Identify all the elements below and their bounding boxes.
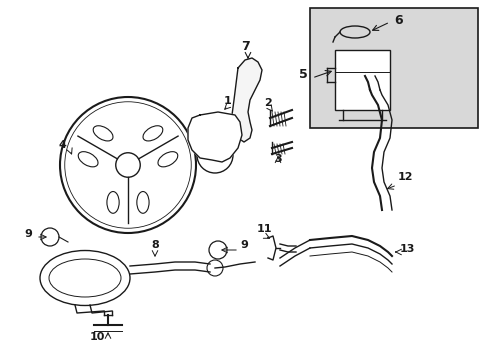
Text: 10: 10 xyxy=(90,332,105,342)
Text: 9: 9 xyxy=(240,240,247,250)
Text: 3: 3 xyxy=(274,154,281,164)
Text: 4: 4 xyxy=(58,140,66,150)
Text: 5: 5 xyxy=(299,68,307,81)
Text: 13: 13 xyxy=(399,244,414,254)
Text: 12: 12 xyxy=(397,172,413,182)
Polygon shape xyxy=(187,112,242,162)
Text: 6: 6 xyxy=(393,13,402,27)
Text: 8: 8 xyxy=(151,240,159,250)
Text: 9: 9 xyxy=(24,229,32,239)
Text: 1: 1 xyxy=(224,96,231,106)
Polygon shape xyxy=(231,58,262,142)
Bar xyxy=(334,50,389,110)
Text: 2: 2 xyxy=(264,98,271,108)
Text: 7: 7 xyxy=(240,40,249,53)
Text: 11: 11 xyxy=(256,224,271,234)
Bar xyxy=(309,8,477,128)
